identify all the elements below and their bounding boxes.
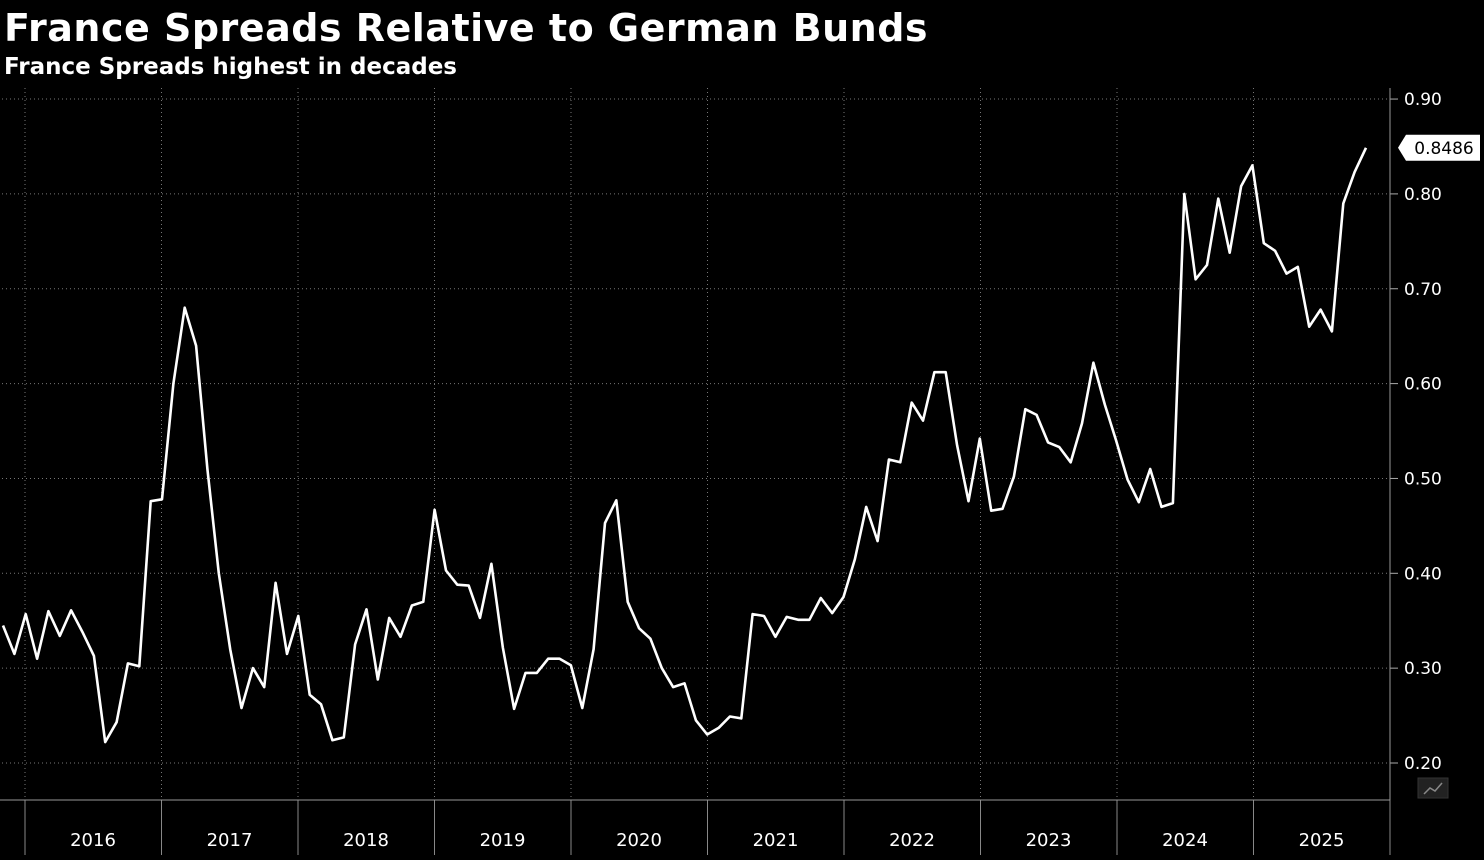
x-tick-label: 2020 — [616, 830, 662, 851]
y-tick-label: 0.90 — [1404, 90, 1442, 110]
x-tick-label: 2023 — [1026, 830, 1072, 851]
x-tick-label: 2022 — [889, 830, 935, 851]
y-tick-label: 0.20 — [1404, 754, 1442, 774]
y-tick-label: 0.40 — [1404, 564, 1442, 584]
x-tick-label: 2017 — [207, 830, 253, 851]
y-tick-label: 0.60 — [1404, 375, 1442, 395]
chart-title: France Spreads Relative to German Bunds — [4, 6, 929, 50]
x-tick-label: 2021 — [753, 830, 799, 851]
last-value-label: 0.8486 — [1414, 139, 1473, 159]
chart-subtitle: France Spreads highest in decades — [4, 54, 457, 80]
series-line — [1, 147, 1368, 744]
last-value-badge — [1398, 134, 1480, 161]
x-tick-label: 2019 — [480, 830, 526, 851]
chart-type-icon-glyph — [1423, 782, 1443, 795]
y-tick-label: 0.80 — [1404, 185, 1442, 205]
x-tick-label: 2016 — [70, 830, 116, 851]
x-tick-label: 2025 — [1299, 830, 1345, 851]
chart-type-icon — [1417, 777, 1449, 799]
x-tick-label: 2024 — [1162, 830, 1208, 851]
x-tick-label: 2018 — [343, 830, 389, 851]
y-tick-label: 0.70 — [1404, 280, 1442, 300]
y-tick-label: 0.50 — [1404, 469, 1442, 489]
y-tick-label: 0.30 — [1404, 659, 1442, 679]
